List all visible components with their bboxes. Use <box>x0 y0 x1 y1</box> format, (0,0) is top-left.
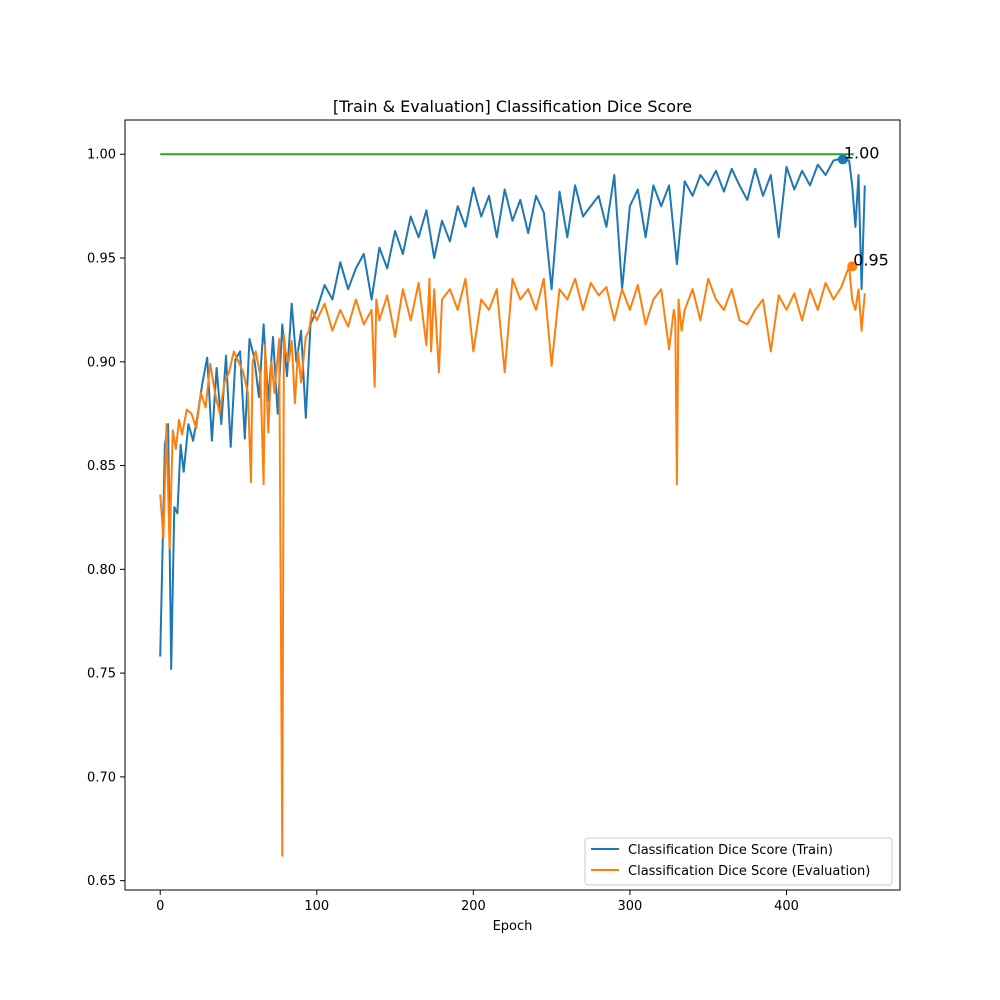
evaluation-max-marker <box>847 261 858 272</box>
x-tick-label: 0 <box>156 899 164 914</box>
x-tick-label: 400 <box>774 899 799 914</box>
legend: Classification Dice Score (Train) Classi… <box>584 837 893 886</box>
evaluation-line <box>159 265 866 857</box>
marker-layer: 1.00 0.95 <box>837 143 889 272</box>
train-max-marker <box>837 154 848 165</box>
x-axis-label: Epoch <box>493 919 533 934</box>
chart-title: [Train & Evaluation] Classification Dice… <box>333 97 692 116</box>
x-axis: 0 100 200 300 400 <box>156 890 799 914</box>
y-tick-label: 0.80 <box>87 563 116 578</box>
y-tick-label: 0.85 <box>87 459 116 474</box>
y-tick-label: 0.90 <box>87 355 116 370</box>
y-tick-label: 0.75 <box>87 667 116 682</box>
legend-label-evaluation: Classification Dice Score (Evaluation) <box>628 864 870 879</box>
y-tick-label: 1.00 <box>87 148 116 163</box>
x-tick-label: 100 <box>304 899 329 914</box>
series-layer <box>159 153 866 857</box>
x-tick-label: 200 <box>461 899 486 914</box>
x-tick-label: 300 <box>618 899 643 914</box>
legend-label-train: Classification Dice Score (Train) <box>628 843 833 858</box>
train-max-annotation: 1.00 <box>844 143 880 162</box>
evaluation-max-annotation: 0.95 <box>853 250 889 269</box>
train-line <box>159 157 866 670</box>
y-tick-label: 0.65 <box>87 874 116 889</box>
y-axis: 0.65 0.70 0.75 0.80 0.85 0.90 0.95 1.00 <box>87 148 125 889</box>
legend-box <box>584 837 893 886</box>
y-tick-label: 0.95 <box>87 252 116 267</box>
y-tick-label: 0.70 <box>87 770 116 785</box>
plot-frame <box>124 119 901 891</box>
